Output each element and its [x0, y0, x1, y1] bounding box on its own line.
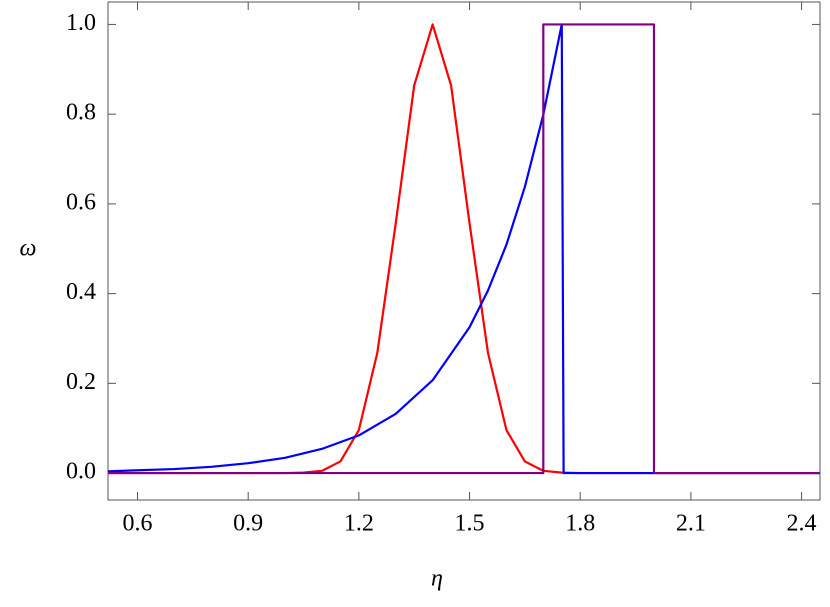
- x-tick-label: 1.5: [455, 511, 485, 537]
- x-tick-label: 0.9: [233, 511, 263, 537]
- x-tick-label: 2.4: [787, 511, 817, 537]
- x-tick-label: 2.1: [676, 511, 706, 537]
- y-tick-label: 0.8: [66, 100, 96, 126]
- y-tick-label: 1.0: [66, 10, 96, 36]
- line-series: [107, 23, 820, 475]
- x-tick-label: 1.2: [344, 511, 374, 537]
- x-tick-label: 1.8: [565, 511, 595, 537]
- y-tick-label: 0.2: [66, 369, 96, 395]
- y-tick-label: 0.0: [66, 459, 96, 485]
- line-series: [108, 23, 820, 475]
- y-tick-label: 0.6: [66, 189, 96, 215]
- x-tick-label: 0.6: [123, 511, 153, 537]
- x-axis-label: η: [431, 566, 443, 592]
- y-tick-label: 0.4: [66, 279, 96, 305]
- y-axis-label: ω: [20, 236, 37, 262]
- plot-frame: [107, 1, 821, 501]
- line-series: [108, 23, 820, 475]
